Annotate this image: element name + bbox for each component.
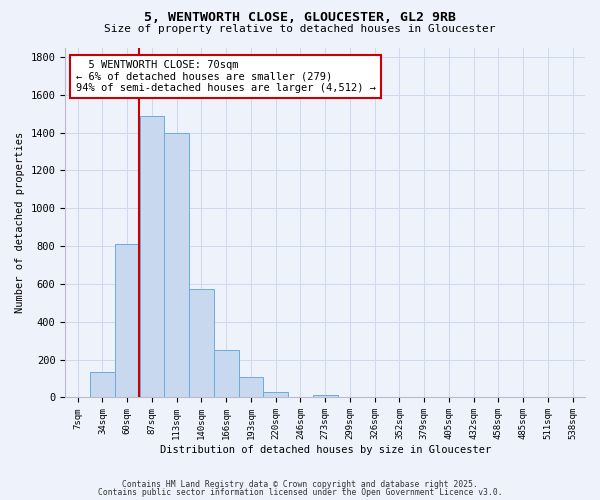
Text: Contains public sector information licensed under the Open Government Licence v3: Contains public sector information licen… bbox=[98, 488, 502, 497]
Bar bbox=[164, 132, 189, 398]
Bar bbox=[214, 350, 239, 398]
Text: 5 WENTWORTH CLOSE: 70sqm
← 6% of detached houses are smaller (279)
94% of semi-d: 5 WENTWORTH CLOSE: 70sqm ← 6% of detache… bbox=[76, 60, 376, 93]
Text: Size of property relative to detached houses in Gloucester: Size of property relative to detached ho… bbox=[104, 24, 496, 34]
Bar bbox=[263, 392, 288, 398]
X-axis label: Distribution of detached houses by size in Gloucester: Distribution of detached houses by size … bbox=[160, 445, 491, 455]
Bar bbox=[115, 244, 140, 398]
Bar bbox=[90, 372, 115, 398]
Text: 5, WENTWORTH CLOSE, GLOUCESTER, GL2 9RB: 5, WENTWORTH CLOSE, GLOUCESTER, GL2 9RB bbox=[144, 11, 456, 24]
Text: Contains HM Land Registry data © Crown copyright and database right 2025.: Contains HM Land Registry data © Crown c… bbox=[122, 480, 478, 489]
Bar bbox=[189, 288, 214, 398]
Y-axis label: Number of detached properties: Number of detached properties bbox=[15, 132, 25, 313]
Bar bbox=[239, 376, 263, 398]
Bar bbox=[313, 394, 338, 398]
Bar bbox=[140, 116, 164, 398]
